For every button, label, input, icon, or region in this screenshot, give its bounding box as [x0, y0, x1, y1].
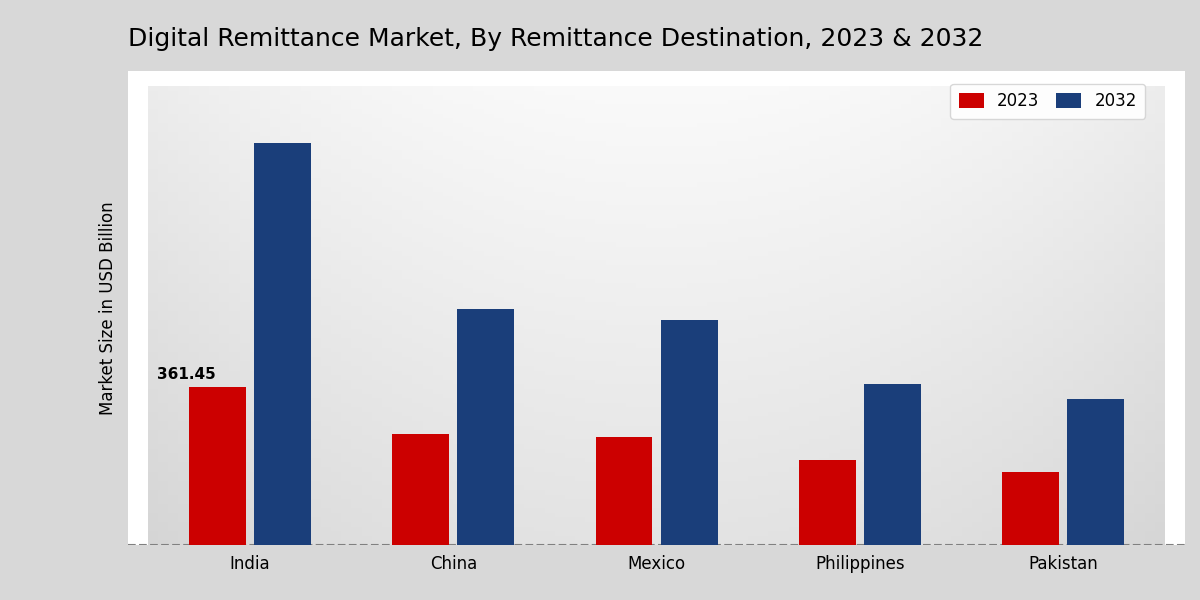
Bar	[392, 434, 449, 545]
Bar	[457, 310, 515, 545]
Legend: 2023, 2032: 2023, 2032	[950, 84, 1145, 119]
Y-axis label: Market Size in USD Billion: Market Size in USD Billion	[100, 202, 118, 415]
Bar	[254, 143, 311, 545]
Bar	[661, 320, 718, 545]
Bar	[595, 437, 653, 545]
Text: 361.45: 361.45	[156, 367, 215, 382]
Bar	[799, 460, 856, 545]
Bar	[864, 383, 920, 545]
Bar	[190, 388, 246, 545]
Bar	[1002, 472, 1058, 545]
Text: Digital Remittance Market, By Remittance Destination, 2023 & 2032: Digital Remittance Market, By Remittance…	[128, 27, 984, 51]
Bar	[1067, 399, 1124, 545]
